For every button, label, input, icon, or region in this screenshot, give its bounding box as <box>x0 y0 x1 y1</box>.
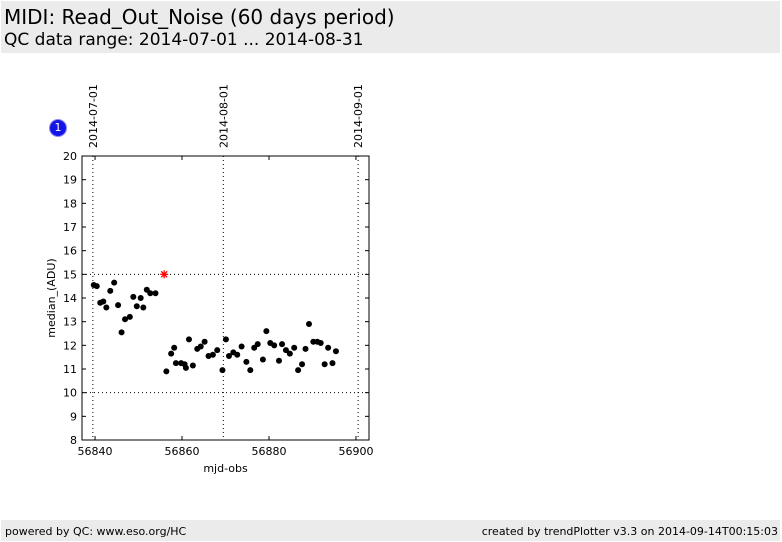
data-point <box>263 328 270 335</box>
y-axis-label: median_(ADU) <box>45 258 58 337</box>
x-tick-label: 56860 <box>165 445 200 458</box>
data-point <box>305 321 312 328</box>
data-point <box>291 344 298 351</box>
x-tick-label: 56900 <box>338 445 373 458</box>
data-point <box>219 367 226 374</box>
x-tick-label: 56880 <box>251 445 286 458</box>
y-tick-label: 17 <box>63 221 77 234</box>
x-axis-label: mjd-obs <box>203 462 248 475</box>
data-point <box>238 343 245 350</box>
data-point <box>100 298 107 305</box>
y-tick-label: 13 <box>63 316 77 329</box>
month-label: 2014-09-01 <box>352 84 365 148</box>
data-point <box>321 361 328 368</box>
data-point <box>271 342 278 349</box>
data-point <box>152 290 159 297</box>
footer-created-by: created by trendPlotter v3.3 on 2014-09-… <box>481 525 778 538</box>
data-point <box>182 364 189 371</box>
data-point <box>126 313 133 320</box>
month-label: 2014-08-01 <box>217 84 230 148</box>
data-point <box>234 351 241 358</box>
data-point <box>243 358 250 365</box>
data-point <box>225 352 232 359</box>
footer-panel: powered by QC: www.eso.org/HC created by… <box>1 520 780 541</box>
data-point <box>163 368 170 375</box>
page-title: MIDI: Read_Out_Noise (60 days period) <box>4 5 395 29</box>
data-point <box>282 347 289 354</box>
data-point <box>295 367 302 374</box>
data-point <box>197 343 204 350</box>
data-point <box>275 357 282 364</box>
data-point <box>259 356 266 363</box>
y-tick-label: 15 <box>63 268 77 281</box>
y-tick-label: 10 <box>63 387 77 400</box>
plot-number-badge[interactable]: 1 <box>50 120 66 136</box>
data-point <box>279 341 286 348</box>
data-point <box>329 360 336 367</box>
y-tick-label: 14 <box>63 292 77 305</box>
y-tick-label: 8 <box>70 434 77 447</box>
data-point <box>168 350 175 357</box>
data-point <box>133 303 140 310</box>
data-point <box>247 367 254 374</box>
data-point <box>201 338 208 345</box>
y-tick-label: 9 <box>70 410 77 423</box>
data-point <box>171 344 178 351</box>
x-tick-label: 56840 <box>78 445 113 458</box>
page-subtitle: QC data range: 2014-07-01 ... 2014-08-31 <box>4 30 364 50</box>
data-point <box>209 351 216 358</box>
data-point <box>332 348 339 355</box>
data-point <box>122 316 129 323</box>
y-tick-label: 18 <box>63 197 77 210</box>
data-point <box>286 350 293 357</box>
data-point <box>137 295 144 301</box>
data-point <box>299 361 306 368</box>
data-point <box>317 339 324 346</box>
data-point <box>189 362 196 369</box>
plot-frame <box>81 155 370 441</box>
y-tick-label: 12 <box>63 339 77 352</box>
data-point <box>172 360 179 367</box>
outlier-point <box>160 270 169 279</box>
data-point <box>103 304 110 311</box>
data-point <box>111 279 118 286</box>
data-point <box>118 329 125 336</box>
footer-credit: powered by QC: www.eso.org/HC <box>5 525 187 538</box>
data-point <box>147 290 154 297</box>
data-point <box>115 302 122 309</box>
data-point <box>325 344 332 351</box>
data-point <box>140 304 147 311</box>
data-point <box>222 336 229 343</box>
y-tick-label: 11 <box>63 363 77 376</box>
y-tick-label: 19 <box>63 174 77 187</box>
data-point <box>185 336 192 343</box>
data-point <box>107 287 114 294</box>
data-point <box>254 341 261 348</box>
data-point <box>130 293 137 300</box>
month-label: 2014-07-01 <box>87 84 100 148</box>
header-panel: MIDI: Read_Out_Noise (60 days period) QC… <box>1 1 780 53</box>
data-point <box>93 283 100 290</box>
y-tick-label: 20 <box>63 150 77 163</box>
y-tick-label: 16 <box>63 245 77 258</box>
data-point <box>302 345 309 352</box>
data-point <box>214 347 221 354</box>
